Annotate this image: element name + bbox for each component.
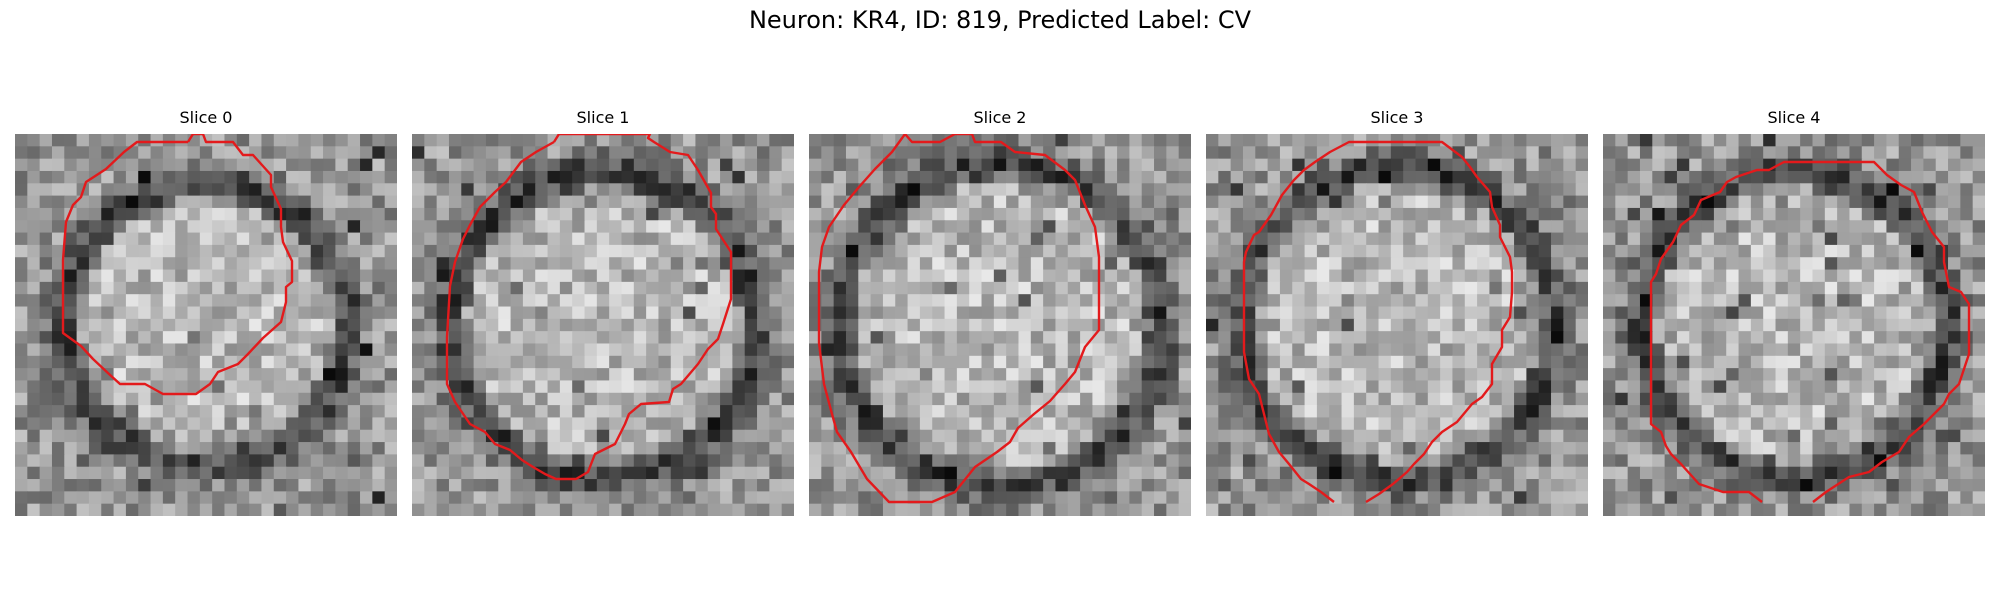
slice-title: Slice 3 <box>1370 108 1424 127</box>
slice-title: Slice 1 <box>576 108 630 127</box>
slice-image <box>1603 134 1985 516</box>
slice-image <box>809 134 1191 516</box>
segmentation-contour <box>817 134 1101 504</box>
slice-image <box>412 134 794 516</box>
slice-title: Slice 4 <box>1767 108 1821 127</box>
segmentation-contour <box>445 134 733 481</box>
segmentation-contour <box>61 134 294 396</box>
slice-title: Slice 2 <box>973 108 1027 127</box>
segmentation-contour <box>1649 160 1971 503</box>
slice-image <box>1206 134 1588 516</box>
slice-title: Slice 0 <box>179 108 233 127</box>
figure-title: Neuron: KR4, ID: 819, Predicted Label: C… <box>748 6 1252 34</box>
slice-image <box>15 134 397 516</box>
segmentation-contour <box>1242 140 1514 504</box>
